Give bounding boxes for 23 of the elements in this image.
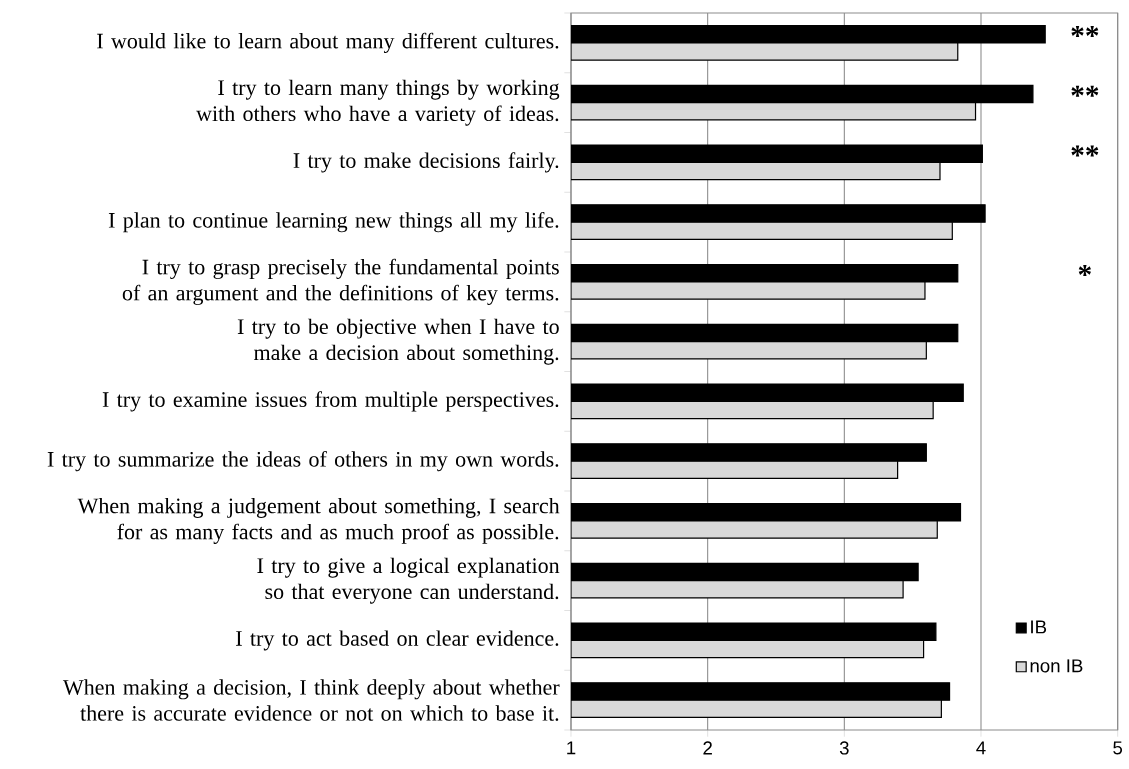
x-tick-label: 2 xyxy=(703,741,712,755)
y-tick-label: When making a judgement about something, I search for as many facts and as much proof as possible. xyxy=(77,497,560,544)
y-tick-label: I try to make decisions fairly. xyxy=(293,152,559,173)
annotation: * xyxy=(1078,265,1091,277)
y-tick-label: I try to act based on clear evidence. xyxy=(236,630,559,651)
y-tick-label: I try to learn many things by working with others who have a variety of ideas. xyxy=(196,79,560,126)
annotation: ** xyxy=(1071,145,1099,157)
y-tick-label: When making a decision, I think deeply about whether there is accurate evidence or not on which to base it. xyxy=(62,679,560,721)
x-tick-label: 1 xyxy=(567,741,576,755)
y-tick-label: I try to give a logical explanation so that everyone can understand. xyxy=(257,557,560,604)
y-tick-label: I try to examine issues from multiple perspectives. xyxy=(102,391,559,412)
y-tick-label: I try to grasp precisely the fundamental points of an argument and the definitions of key terms. xyxy=(122,258,559,305)
y-tick-label: I plan to continue learning new things all my life. xyxy=(108,212,559,233)
y-tick-label: I try to summarize the ideas of others in my own words. xyxy=(47,451,559,472)
x-tick-label: 4 xyxy=(976,741,986,755)
x-tick-label: 3 xyxy=(839,741,849,755)
annotation: ** xyxy=(1071,85,1099,97)
y-tick-label: I try to be objective when I have to make a decision about something. xyxy=(237,318,559,365)
x-tick-label: 5 xyxy=(1113,741,1123,755)
legend-label: non IB xyxy=(1030,659,1083,673)
y-tick-label: I would like to learn about many different cultures. xyxy=(97,32,559,53)
annotation: ** xyxy=(1071,26,1099,38)
legend-label: IB xyxy=(1031,620,1047,634)
